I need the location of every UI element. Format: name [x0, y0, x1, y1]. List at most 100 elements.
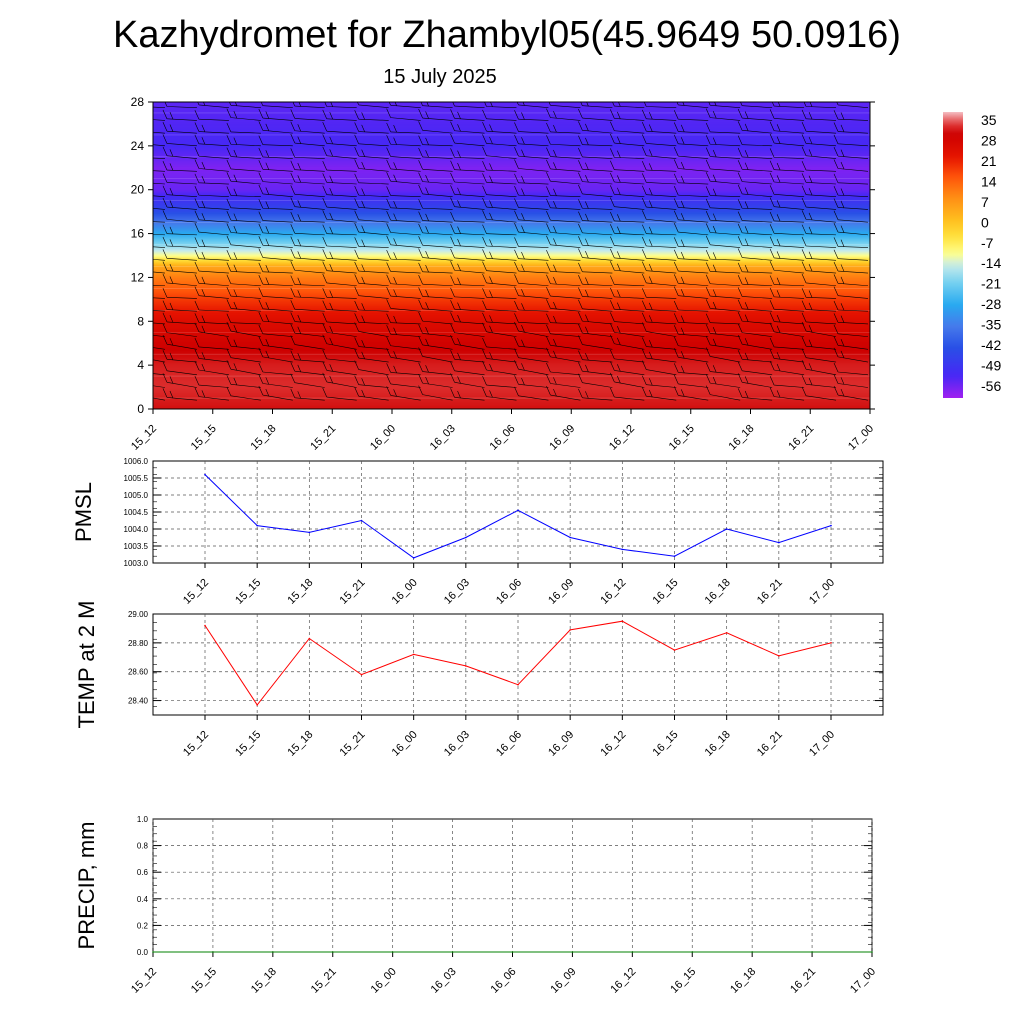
- wind-barb: [290, 350, 325, 363]
- wind-barb: [322, 197, 357, 210]
- wind-barb: [769, 121, 805, 134]
- wind-barb: [578, 172, 613, 185]
- wind-barb: [833, 147, 869, 159]
- wind-barb: [322, 224, 357, 236]
- heatmap-band: [153, 179, 870, 182]
- wind-barb: [226, 286, 261, 299]
- heatmap-band: [153, 261, 870, 264]
- heatmap-band: [153, 361, 870, 364]
- temp2m-point: [621, 620, 624, 623]
- wind-barb: [153, 208, 166, 210]
- wind-barb: [578, 199, 613, 210]
- wind-barb: [420, 102, 453, 109]
- heatmap-band: [153, 316, 870, 319]
- x-tick-label: 16_03: [429, 966, 459, 996]
- wind-barb: [418, 108, 453, 121]
- wind-barb: [737, 147, 773, 159]
- temp2m-point: [360, 673, 363, 676]
- wind-barb: [386, 336, 421, 350]
- wind-barb: [833, 159, 869, 172]
- wind-barb: [322, 387, 357, 401]
- heatmap-band: [153, 313, 870, 316]
- heatmap-band: [153, 209, 870, 211]
- colorbar-label: 14: [981, 173, 997, 189]
- wind-barb: [226, 235, 261, 248]
- wind-barb: [418, 160, 453, 172]
- wind-barb: [162, 109, 197, 121]
- heatmap-band: [153, 236, 870, 239]
- heatmap-band: [153, 322, 870, 324]
- precip-point: [331, 951, 334, 953]
- heatmap-band: [153, 369, 870, 371]
- wind-barb: [769, 236, 805, 248]
- wind-barb: [450, 185, 485, 198]
- heatmap-band: [153, 200, 870, 203]
- y-tick-label: 29.00: [128, 610, 149, 619]
- heatmap-band: [153, 367, 870, 369]
- wind-barb: [322, 323, 357, 337]
- wind-barb: [482, 185, 517, 198]
- x-tick-label: 16_06: [494, 729, 524, 759]
- wind-barb: [833, 313, 869, 325]
- wind-barb: [354, 198, 389, 210]
- wind-barb: [450, 300, 485, 312]
- heatmap-band: [153, 169, 870, 172]
- heatmap-band: [153, 130, 870, 132]
- wind-barb: [673, 363, 709, 376]
- wind-barb: [450, 287, 485, 299]
- y-tick-label: 0.4: [137, 895, 149, 904]
- x-tick-label: 16_21: [755, 729, 785, 759]
- heatmap-band: [153, 401, 870, 403]
- wind-barb: [386, 386, 421, 401]
- wind-barb: [258, 385, 293, 401]
- wind-barb: [641, 109, 677, 121]
- heatmap-band: [153, 242, 870, 244]
- wind-barb: [546, 186, 581, 198]
- wind-barb: [162, 160, 197, 172]
- wind-barb: [610, 109, 645, 121]
- heatmap-band: [153, 110, 870, 113]
- temp2m-point: [465, 665, 467, 667]
- wind-barb: [514, 173, 549, 185]
- wind-barb: [194, 322, 229, 337]
- wind-barb: [580, 102, 613, 109]
- heatmap-band: [153, 202, 870, 205]
- heatmap-band: [153, 274, 870, 277]
- wind-barb: [769, 275, 805, 287]
- heatmap-band: [153, 297, 870, 300]
- y-tick-label: 24: [131, 139, 145, 153]
- wind-barb: [322, 312, 357, 325]
- wind-barb: [610, 160, 645, 172]
- wind-barb: [737, 311, 773, 325]
- heatmap-band: [153, 341, 870, 344]
- heatmap-band: [153, 345, 870, 347]
- colorbar: 35 28 21 14 7 0 -7 -14 -21 -28 -35 -42 -49 -56: [943, 112, 1001, 398]
- wind-barb: [705, 108, 741, 121]
- wind-barb: [769, 312, 805, 325]
- heatmap-band: [153, 215, 870, 218]
- wind-barb: [386, 250, 421, 261]
- wind-barb: [450, 388, 485, 401]
- wind-barb: [354, 222, 389, 236]
- x-tick-label: 16_15: [651, 729, 681, 759]
- wind-barb: [322, 288, 357, 299]
- heatmap-band: [153, 238, 870, 241]
- heatmap-band: [153, 137, 870, 140]
- wind-barb: [322, 372, 357, 388]
- wind-barb: [482, 224, 517, 236]
- wind-barb: [801, 210, 837, 223]
- wind-barb: [610, 323, 645, 337]
- heatmap-band: [153, 253, 870, 255]
- wind-barb: [546, 286, 581, 299]
- wind-barb: [769, 300, 805, 312]
- x-tick-label: 16_06: [489, 966, 519, 996]
- wind-barb: [673, 249, 709, 261]
- heatmap-band: [153, 362, 870, 365]
- temp2m-point: [308, 637, 311, 640]
- wind-barb: [290, 362, 325, 376]
- wind-barb: [514, 321, 549, 337]
- heatmap-band: [153, 319, 870, 322]
- heatmap-band: [153, 288, 870, 290]
- wind-barb: [153, 259, 166, 261]
- heatmap-band: [153, 373, 870, 376]
